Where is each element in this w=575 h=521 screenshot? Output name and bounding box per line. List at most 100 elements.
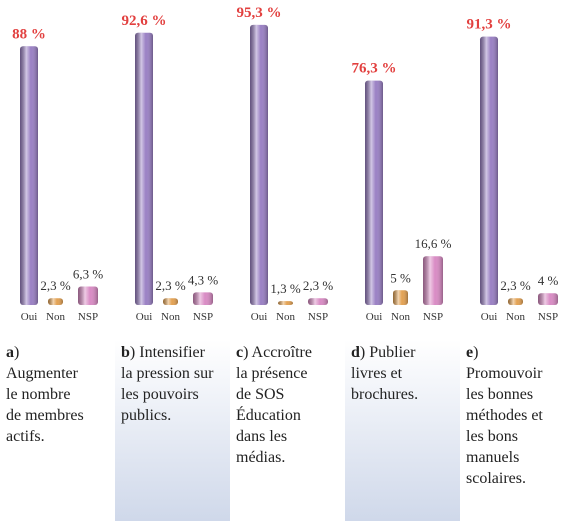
- caption-text: de membres: [6, 407, 84, 424]
- caption-line: a): [6, 344, 19, 361]
- category-label: NSP: [193, 311, 213, 323]
- value-label: 76,3 %: [352, 61, 397, 77]
- caption-text: les bonnes: [466, 386, 533, 403]
- category-label: NSP: [308, 311, 328, 323]
- caption-line: la présence: [236, 365, 308, 382]
- value-label: 95,3 %: [237, 5, 282, 21]
- value-label: 2,3 %: [40, 278, 71, 293]
- category-label: Non: [506, 311, 525, 323]
- category-label: Oui: [251, 311, 268, 323]
- caption-line: les bons: [466, 428, 518, 445]
- caption-letter: b: [121, 344, 130, 361]
- caption-line: Augmenter: [6, 365, 79, 382]
- value-label: 6,3 %: [73, 266, 104, 281]
- value-label: 92,6 %: [122, 13, 167, 29]
- bar-shine: [480, 36, 498, 305]
- caption-text: Promouvoir: [466, 365, 543, 382]
- caption-line: scolaires.: [466, 470, 526, 487]
- caption-text: ) Intensifier: [130, 344, 206, 361]
- caption-line: Éducation: [236, 405, 301, 424]
- caption-line: les pouvoirs: [121, 386, 199, 403]
- caption-text: ) Accroître: [243, 344, 312, 361]
- caption-text: ): [473, 344, 478, 361]
- category-label: Oui: [21, 311, 38, 323]
- caption-line: dans les: [236, 428, 287, 445]
- bar-shine: [393, 290, 408, 305]
- caption-line: de membres: [6, 407, 84, 424]
- category-label: Oui: [366, 311, 383, 323]
- caption-text: médias.: [236, 449, 285, 466]
- caption-letter: d: [351, 344, 360, 361]
- caption-line: b) Intensifier: [121, 344, 206, 361]
- value-label: 4 %: [538, 273, 559, 288]
- value-label: 1,3 %: [270, 281, 301, 296]
- caption-line: méthodes et: [466, 407, 543, 424]
- caption-text: dans les: [236, 428, 287, 445]
- value-label: 4,3 %: [188, 272, 219, 287]
- caption-text: manuels: [466, 449, 519, 466]
- bar-shine: [193, 292, 213, 305]
- caption-text: les bons: [466, 428, 518, 445]
- caption-line: livres et: [351, 365, 403, 382]
- panel-bg: [345, 340, 460, 521]
- caption-text: scolaires.: [466, 470, 526, 487]
- bar-shine: [365, 80, 383, 305]
- caption-line: médias.: [236, 449, 285, 466]
- caption-line: brochures.: [351, 386, 418, 403]
- category-label: Non: [46, 311, 65, 323]
- caption-line: manuels: [466, 449, 519, 466]
- value-label: 88 %: [12, 26, 46, 42]
- caption-line: le nombre: [6, 386, 70, 403]
- value-label: 91,3 %: [467, 17, 512, 33]
- caption-text: publics.: [121, 407, 171, 424]
- bar-shine: [250, 24, 268, 306]
- caption-line: Promouvoir: [466, 365, 543, 382]
- category-label: NSP: [78, 311, 98, 323]
- caption-text: Augmenter: [6, 365, 79, 382]
- bar-shine: [48, 298, 63, 305]
- value-label: 5 %: [390, 270, 411, 285]
- value-label: 2,3 %: [155, 278, 186, 293]
- bar-shine: [538, 293, 558, 305]
- bar-shine: [278, 301, 293, 305]
- caption-line: e): [466, 344, 478, 361]
- caption-letter: e: [466, 344, 473, 361]
- caption-text: la présence: [236, 365, 308, 382]
- value-label: 16,6 %: [415, 236, 452, 251]
- caption-text: brochures.: [351, 386, 418, 403]
- caption-text: de SOS: [236, 386, 284, 403]
- category-label: NSP: [423, 311, 443, 323]
- caption-text: les pouvoirs: [121, 386, 199, 403]
- caption-text: Éducation: [236, 405, 301, 424]
- category-label: Non: [276, 311, 295, 323]
- caption-line: d) Publier: [351, 344, 416, 361]
- caption-text: livres et: [351, 365, 403, 382]
- bar-shine: [508, 298, 523, 305]
- caption-line: c) Accroître: [236, 344, 312, 361]
- caption-text: méthodes et: [466, 407, 543, 424]
- caption-letter: a: [6, 344, 14, 361]
- value-label: 2,3 %: [500, 278, 531, 293]
- panel-bg: [115, 340, 230, 521]
- bar-shine: [423, 256, 443, 305]
- caption-line: publics.: [121, 407, 171, 424]
- caption-letter: c: [236, 344, 243, 361]
- caption-line: les bonnes: [466, 386, 533, 403]
- caption-line: de SOS: [236, 386, 284, 403]
- bar-shine: [135, 32, 153, 305]
- caption-text: le nombre: [6, 386, 70, 403]
- caption-line: la pression sur: [121, 365, 214, 382]
- category-label: Oui: [136, 311, 153, 323]
- caption-text: ) Publier: [360, 344, 416, 361]
- caption-text: ): [14, 344, 19, 361]
- value-label: 2,3 %: [303, 278, 334, 293]
- caption-text: la pression sur: [121, 365, 214, 382]
- category-label: Oui: [481, 311, 498, 323]
- bar-shine: [308, 298, 328, 305]
- caption-text: actifs.: [6, 428, 45, 445]
- caption-line: actifs.: [6, 428, 45, 445]
- category-label: Non: [391, 311, 410, 323]
- bar-shine: [163, 298, 178, 305]
- bar-shine: [20, 46, 38, 305]
